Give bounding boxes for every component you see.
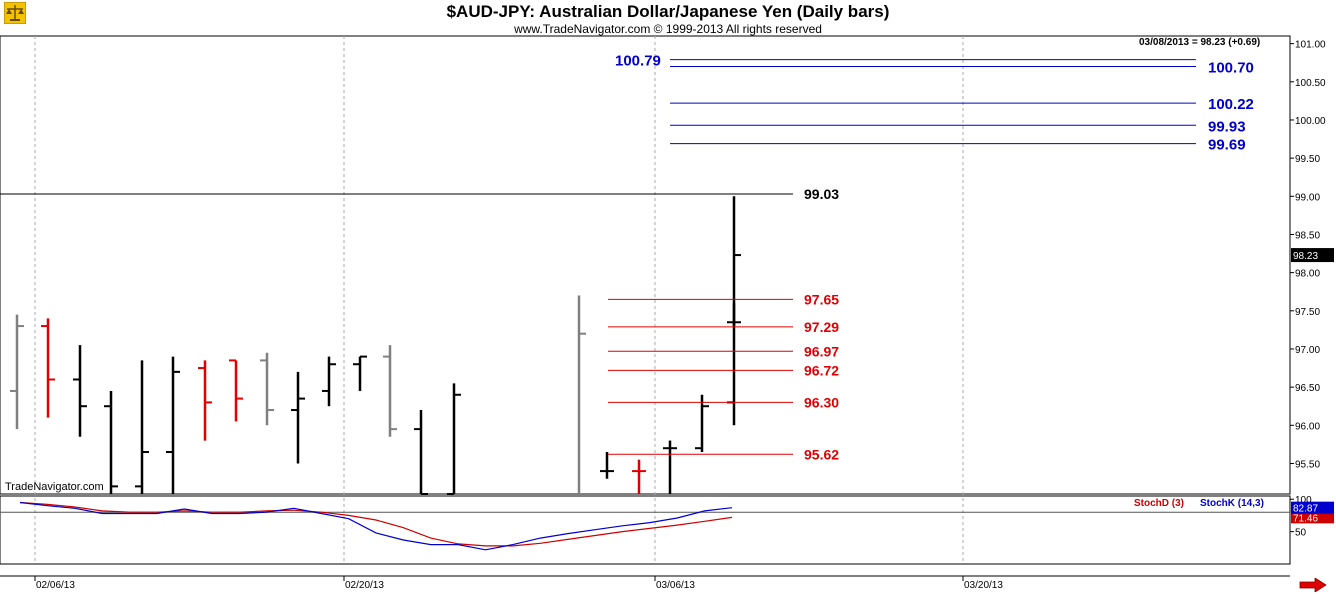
ohlc-bar xyxy=(447,383,461,495)
price-axis-label: 99.50 xyxy=(1295,154,1320,165)
target-level-label: 100.79 xyxy=(615,53,661,70)
price-axis-label: 96.00 xyxy=(1295,421,1320,432)
ohlc-bar xyxy=(577,295,586,494)
stoch-last-label: 82.87 xyxy=(1293,504,1318,515)
ohlc-bar xyxy=(632,459,646,494)
red-right-arrow-icon[interactable] xyxy=(1299,578,1327,592)
support-level-label: 95.62 xyxy=(804,446,839,462)
resistance-label: 99.03 xyxy=(804,186,839,202)
support-level-label: 96.30 xyxy=(804,394,839,410)
ohlc-bar xyxy=(135,360,149,494)
support-level-label: 97.65 xyxy=(804,291,839,307)
stoch-legend-k: StochK (14,3) xyxy=(1200,498,1264,509)
ohlc-bar xyxy=(383,345,397,437)
stoch-last-box xyxy=(1291,501,1334,514)
watermark: TradeNavigator.com xyxy=(5,481,104,493)
price-axis-label: 95.50 xyxy=(1295,459,1320,470)
ohlc-bar xyxy=(260,352,274,426)
target-level-label: 99.93 xyxy=(1208,118,1246,135)
price-panel-frame xyxy=(0,35,1291,495)
stoch-legend-d: StochD (3) xyxy=(1134,498,1184,509)
support-level-label: 96.97 xyxy=(804,343,839,359)
stoch-last-label: 71.46 xyxy=(1293,513,1318,524)
price-axis-label: 99.00 xyxy=(1295,192,1320,203)
copyright-subtitle: www.TradeNavigator.com © 1999-2013 All r… xyxy=(514,22,822,36)
date-tick-label: 02/20/13 xyxy=(345,580,384,591)
ohlc-bar xyxy=(104,390,118,494)
ohlc-bar xyxy=(41,318,55,418)
support-level-label: 96.72 xyxy=(804,362,839,378)
price-axis-label: 97.50 xyxy=(1295,307,1320,318)
ohlc-bar xyxy=(600,452,614,479)
price-axis-label: 97.00 xyxy=(1295,345,1320,356)
ohlc-bar xyxy=(695,394,709,453)
target-level-label: 99.69 xyxy=(1208,137,1246,154)
ohlc-bar xyxy=(322,356,336,407)
last-readout: 03/08/2013 = 98.23 (+0.69) xyxy=(1139,37,1260,48)
ohlc-bar xyxy=(663,440,677,494)
date-tick-label: 02/06/13 xyxy=(36,580,75,591)
ohlc-bar xyxy=(414,410,428,495)
ohlc-bar xyxy=(10,314,24,430)
ohlc-bar xyxy=(198,360,212,441)
price-axis-label: 98.00 xyxy=(1295,269,1320,280)
price-axis-label: 100.50 xyxy=(1295,78,1326,89)
last-price-label: 98.23 xyxy=(1293,251,1318,262)
stoch-axis-label: 50 xyxy=(1295,528,1307,539)
ohlc-bar xyxy=(229,359,243,422)
date-tick-label: 03/06/13 xyxy=(656,580,695,591)
scale-logo-icon xyxy=(4,2,26,24)
stoch-panel-frame xyxy=(0,495,1291,565)
last-price-box xyxy=(1291,248,1334,263)
stoch-axis-label: 100 xyxy=(1295,495,1312,506)
support-level-label: 97.29 xyxy=(804,319,839,335)
ohlc-bar xyxy=(727,196,741,327)
ohlc-bar xyxy=(291,371,305,464)
chart-title: $AUD-JPY: Australian Dollar/Japanese Yen… xyxy=(446,2,890,21)
stoch-last-box xyxy=(1291,511,1334,524)
target-level-label: 100.70 xyxy=(1208,60,1254,77)
date-tick-label: 03/20/13 xyxy=(964,580,1003,591)
target-level-label: 100.22 xyxy=(1208,96,1254,113)
ohlc-bar xyxy=(166,356,180,494)
price-axis-label: 96.50 xyxy=(1295,383,1320,394)
price-axis-label: 101.00 xyxy=(1295,40,1326,51)
ohlc-bar xyxy=(73,345,87,437)
ohlc-bar xyxy=(353,355,367,391)
stoch-line-k xyxy=(19,501,733,551)
price-axis-label: 98.50 xyxy=(1295,230,1320,241)
price-axis-label: 100.00 xyxy=(1295,116,1326,127)
stoch-line-d xyxy=(19,501,733,547)
